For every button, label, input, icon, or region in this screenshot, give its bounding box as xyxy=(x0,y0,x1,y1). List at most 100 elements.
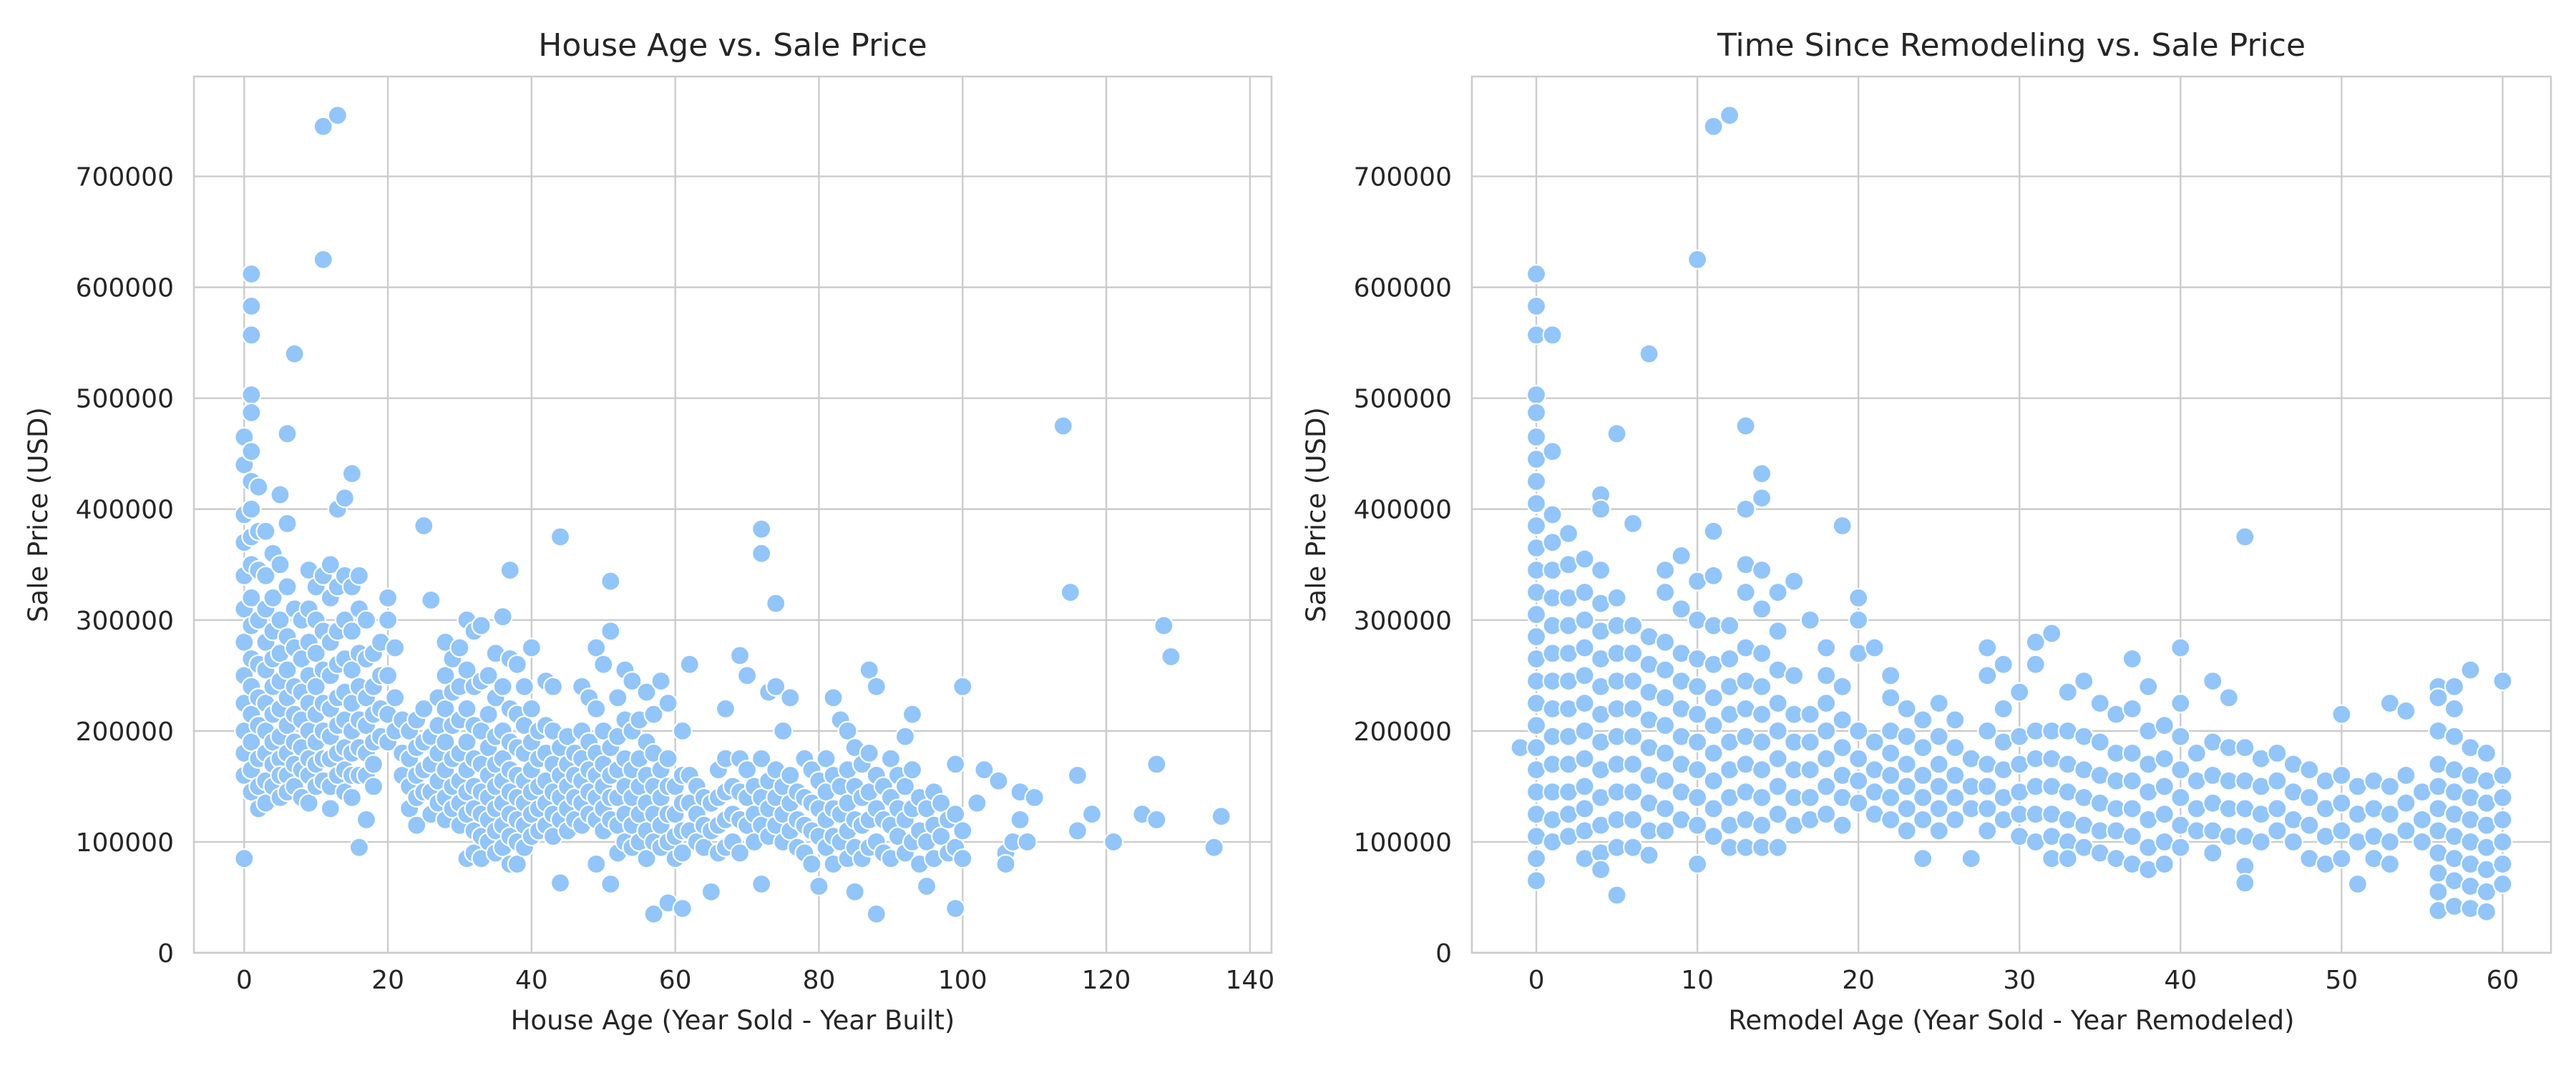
data-point xyxy=(1526,402,1547,423)
data-point xyxy=(2089,693,2110,714)
data-point xyxy=(2267,770,2288,791)
data-point xyxy=(1928,798,1949,819)
data-point xyxy=(1639,845,1659,866)
data-point xyxy=(255,565,276,586)
data-point xyxy=(313,116,333,137)
data-point xyxy=(608,687,628,708)
data-point xyxy=(348,565,370,586)
data-point xyxy=(2202,843,2223,863)
data-point xyxy=(255,521,276,542)
data-point xyxy=(2267,743,2288,763)
data-point xyxy=(1945,809,1966,831)
data-point xyxy=(1671,599,1692,619)
data-point xyxy=(2476,881,2497,902)
data-point xyxy=(1848,720,1869,741)
data-point xyxy=(2460,898,2481,919)
data-point xyxy=(1832,515,1853,536)
data-point xyxy=(1816,776,1837,797)
data-point xyxy=(2444,676,2465,697)
data-point xyxy=(356,609,377,630)
data-point xyxy=(902,760,923,780)
data-point xyxy=(1896,776,1917,797)
data-point xyxy=(270,554,291,575)
data-point xyxy=(2170,693,2191,714)
data-point xyxy=(1703,826,1724,847)
data-point xyxy=(2074,670,2094,692)
data-point xyxy=(2122,648,2142,670)
data-point xyxy=(234,848,255,869)
data-point xyxy=(1654,582,1676,603)
data-point xyxy=(1800,732,1820,753)
data-point xyxy=(1800,704,1820,725)
x-tick-label: 80 xyxy=(803,966,836,995)
data-point xyxy=(2283,831,2303,853)
data-point xyxy=(2492,809,2513,831)
data-point xyxy=(1703,743,1724,763)
data-point xyxy=(1542,325,1563,346)
data-point xyxy=(1800,787,1820,808)
data-point xyxy=(1735,582,1756,603)
data-point xyxy=(2492,831,2513,853)
data-point xyxy=(1719,648,1740,670)
data-point xyxy=(1687,704,1708,725)
data-point xyxy=(1993,654,2014,675)
data-point xyxy=(542,676,564,697)
x-tick-label: 0 xyxy=(1528,966,1545,995)
data-point xyxy=(270,609,291,630)
data-point xyxy=(1687,853,1708,875)
data-point xyxy=(1622,726,1644,747)
data-point xyxy=(1913,710,1933,730)
data-point xyxy=(1752,815,1772,836)
data-point xyxy=(2492,873,2513,894)
data-point xyxy=(1146,754,1167,775)
data-point xyxy=(320,798,341,819)
data-point xyxy=(866,903,887,924)
x-axis-label: House Age (Year Sold - Year Built) xyxy=(511,1005,955,1036)
y-tick-label: 600000 xyxy=(76,274,174,303)
data-point xyxy=(1204,837,1224,858)
data-point xyxy=(1928,820,1949,841)
data-point xyxy=(1993,698,2014,719)
data-point xyxy=(492,676,513,697)
data-point xyxy=(773,720,794,741)
data-point xyxy=(1945,738,1966,758)
data-point xyxy=(1574,748,1595,769)
data-point xyxy=(715,698,736,719)
data-point xyxy=(1977,820,1998,841)
data-point xyxy=(499,559,520,581)
data-point xyxy=(1606,587,1627,608)
data-point xyxy=(1622,513,1644,534)
data-point xyxy=(2444,698,2465,719)
data-point xyxy=(2299,787,2320,808)
data-point xyxy=(1767,776,1788,797)
data-point xyxy=(866,676,887,697)
data-point xyxy=(1977,637,1998,658)
data-point xyxy=(1816,748,1837,769)
data-point xyxy=(1945,765,1966,785)
data-point xyxy=(2025,632,2046,652)
data-point xyxy=(2154,853,2175,875)
data-point xyxy=(2170,787,2191,808)
y-tick-label: 300000 xyxy=(1354,607,1452,636)
data-point xyxy=(1703,116,1724,137)
data-point xyxy=(1067,765,1088,785)
data-point xyxy=(952,820,973,841)
data-point xyxy=(1880,787,1901,808)
data-point xyxy=(600,873,621,894)
data-point xyxy=(478,665,499,686)
data-point xyxy=(931,793,952,813)
y-axis-label: Sale Price (USD) xyxy=(1301,407,1332,622)
data-point xyxy=(2057,682,2078,702)
data-point xyxy=(995,853,1016,875)
data-point xyxy=(2154,748,2175,769)
data-point xyxy=(1639,343,1659,364)
data-point xyxy=(414,515,434,536)
data-point xyxy=(1081,804,1103,825)
data-point xyxy=(1574,776,1595,797)
x-tick-label: 0 xyxy=(236,966,253,995)
x-tick-label: 20 xyxy=(371,966,404,995)
data-point xyxy=(2202,670,2223,692)
data-point xyxy=(1752,488,1772,509)
data-point xyxy=(1622,754,1644,775)
